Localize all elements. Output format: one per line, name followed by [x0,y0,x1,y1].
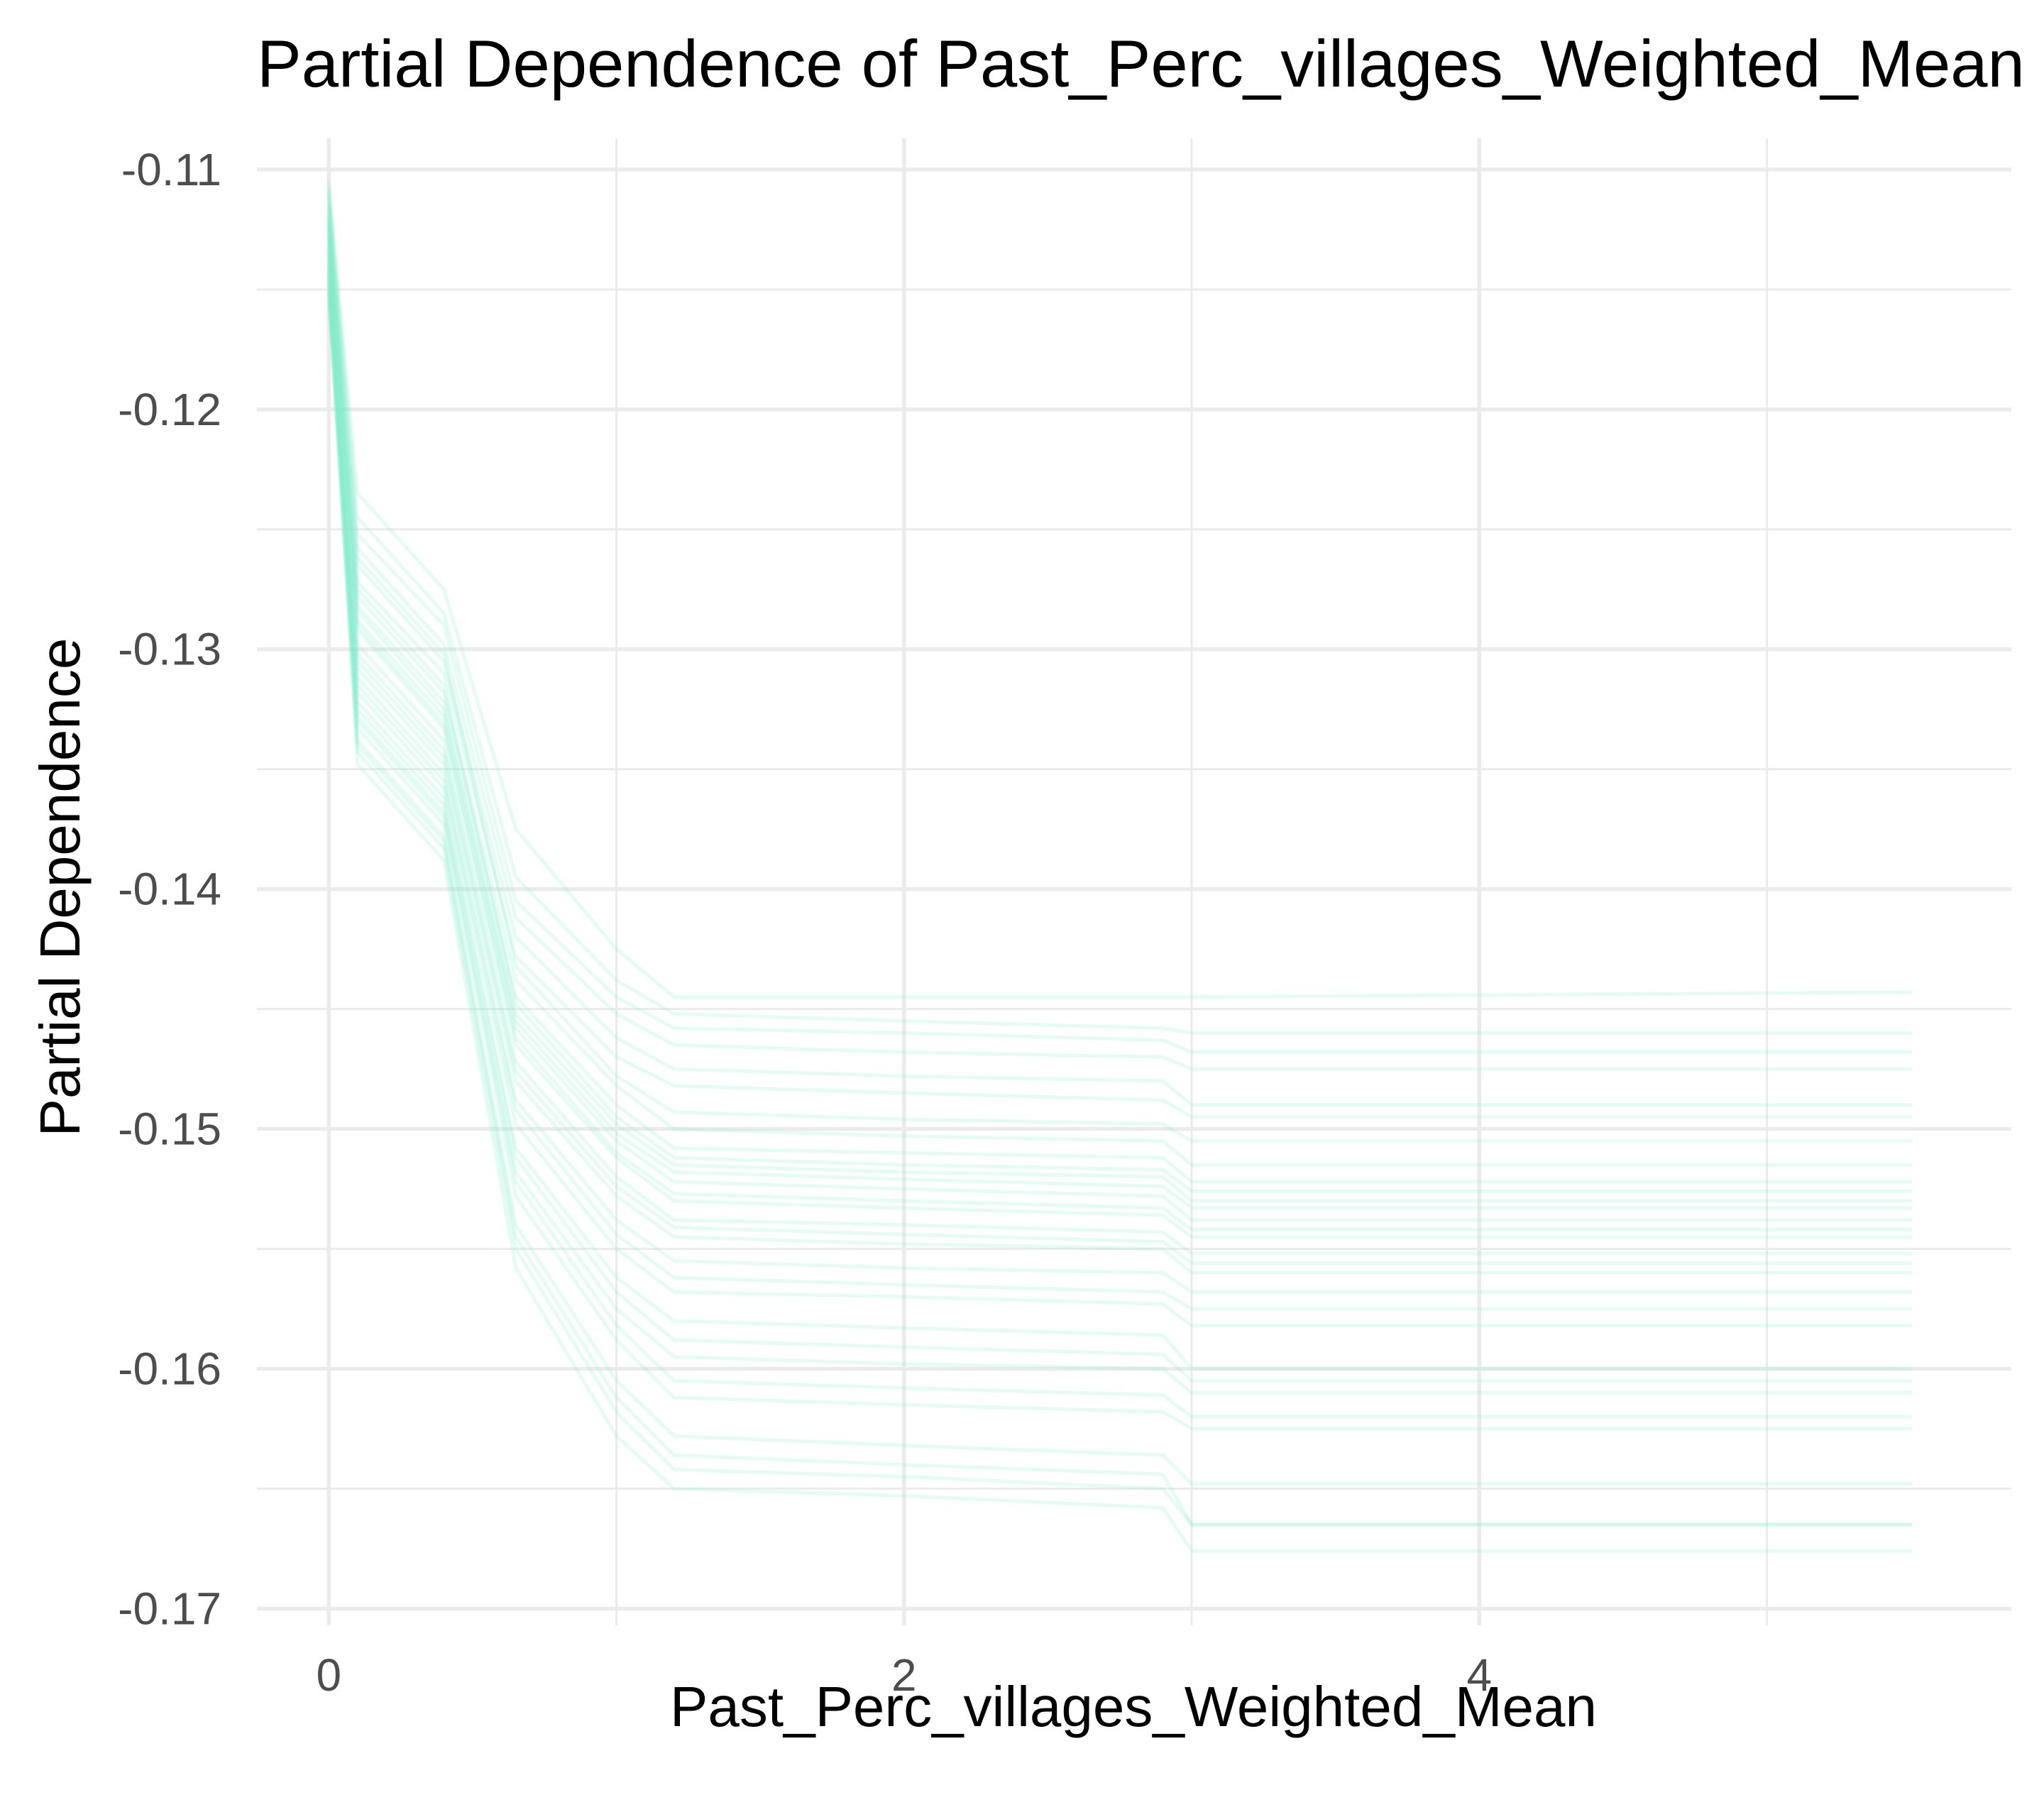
major-gridlines [257,138,2011,1625]
ice-curve [326,235,1913,1222]
y-tick-label: -0.12 [118,384,221,435]
y-tick-label: -0.15 [118,1104,221,1155]
ice-curve [326,227,1913,1203]
y-tick-label: -0.14 [118,864,221,915]
y-axis-tick-labels: -0.17 -0.16 -0.15 -0.14 -0.13 -0.12 -0.11 [118,144,221,1634]
ice-curve [326,206,1913,1143]
x-axis-tick-labels: 0 2 4 [317,1649,1493,1701]
y-tick-label: -0.11 [121,144,221,195]
chart-title: Partial Dependence of Past_Perc_villages… [257,26,2025,101]
ice-curve [326,192,1913,1054]
ice-curve [326,187,1913,1035]
ice-curve [326,263,1913,1328]
ice-curve [326,239,1913,1239]
y-axis-title: Partial Dependence [28,638,92,1137]
x-tick-label: 4 [1466,1649,1492,1701]
ice-curve [326,204,1913,1107]
ice-curve [326,270,1913,1371]
x-tick-label: 2 [891,1649,917,1701]
ice-curve [326,218,1913,1193]
y-tick-label: -0.13 [118,624,221,675]
ice-curve [326,246,1913,1256]
ice-curve [326,278,1913,1419]
ice-curve [326,268,1913,1383]
ice-curve [326,197,1913,1071]
ice-curve [326,287,1913,1486]
minor-gridlines [257,138,2011,1625]
ice-curve [326,244,1913,1266]
ice-curve [326,290,1913,1527]
ice-curve [326,292,1913,1527]
ice-curve [326,216,1913,1167]
y-tick-label: -0.17 [118,1583,221,1634]
ice-curve [326,220,1913,1184]
ice-curve [326,251,1913,1275]
ice-curve [326,258,1913,1294]
ice-curve [326,211,1913,1119]
ice-curve [326,300,1913,1553]
ice-curve [326,256,1913,1311]
ice-curve [326,180,1913,999]
ice-curve [326,282,1913,1431]
y-tick-label: -0.16 [118,1343,221,1394]
ice-curve [326,232,1913,1231]
ice-curve [326,275,1913,1395]
ice-curves [326,180,1913,1553]
x-tick-label: 0 [317,1649,342,1701]
x-axis-title: Past_Perc_villages_Weighted_Mean [670,1675,1597,1738]
ice-curve [326,225,1913,1210]
